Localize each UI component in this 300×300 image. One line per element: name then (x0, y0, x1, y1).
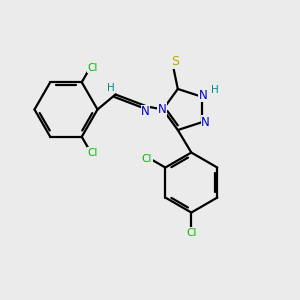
Text: Cl: Cl (87, 148, 98, 158)
Text: Cl: Cl (87, 63, 98, 73)
Text: Cl: Cl (186, 228, 196, 238)
Text: N: N (201, 116, 210, 129)
Text: N: N (158, 103, 166, 116)
Text: H: H (107, 83, 115, 93)
Text: N: N (141, 105, 150, 119)
Text: Cl: Cl (142, 154, 152, 164)
Text: N: N (199, 89, 207, 102)
Text: H: H (211, 85, 218, 95)
Text: S: S (171, 56, 179, 68)
